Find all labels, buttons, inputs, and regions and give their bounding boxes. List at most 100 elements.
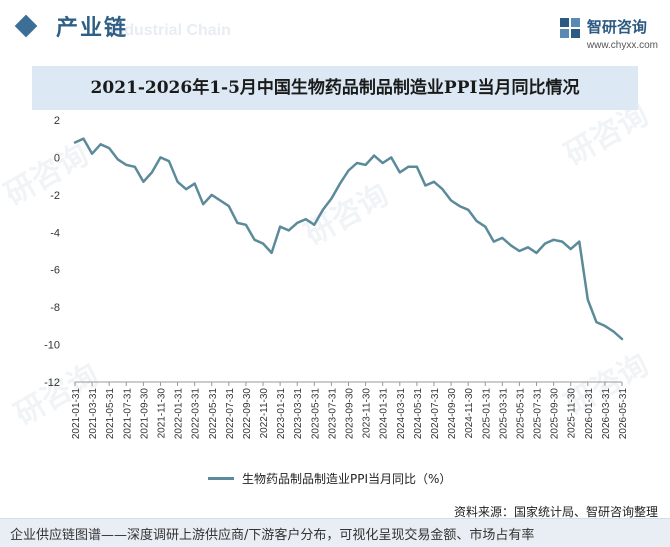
brand-logo-icon: [559, 18, 580, 38]
data-point: [621, 338, 623, 340]
x-tick-label: 2022-05-31: [208, 388, 219, 440]
data-point: [133, 165, 136, 168]
x-tick-label: 2024-01-31: [379, 388, 390, 440]
data-point: [321, 208, 324, 211]
x-tick-label: 2026-01-31: [584, 388, 595, 440]
x-tick-label: 2023-11-30: [362, 388, 373, 439]
y-tick-label: -10: [44, 340, 60, 352]
data-point: [415, 165, 418, 168]
data-point: [210, 193, 213, 196]
line-chart: 2 0 -2 -4 -6 -8 -10 -12 2021-01-31 2021-03-31 2021…: [44, 115, 629, 440]
data-point: [116, 158, 119, 161]
data-point: [304, 218, 307, 221]
data-point: [339, 182, 341, 185]
x-tick-label: 2024-03-31: [396, 388, 407, 440]
footer-text: 企业供应链图谱——深度调研上游供应商/下游客户分布，可视化呈现交易金额、市场占有…: [10, 528, 535, 543]
data-point: [450, 199, 452, 202]
x-tick-label: 2022-11-30: [259, 388, 270, 439]
x-tick-label: 2022-07-31: [225, 388, 236, 440]
data-point: [185, 188, 188, 191]
data-point: [82, 137, 85, 140]
legend-label: 生物药品制品制造业PPI当月同比（%）: [242, 471, 452, 486]
data-point: [458, 205, 461, 207]
x-tick-label: 2022-01-31: [174, 388, 185, 440]
x-tick-label: 2024-05-31: [413, 388, 424, 440]
data-point: [347, 169, 350, 172]
brand-name: 智研咨询: [586, 18, 647, 36]
x-tick-label: 2026-03-31: [601, 388, 612, 440]
x-tick-label: 2025-05-31: [515, 388, 526, 440]
data-point: [509, 244, 512, 247]
data-point: [407, 165, 410, 168]
x-tick-label: 2023-01-31: [276, 388, 287, 440]
data-point: [527, 246, 529, 249]
y-tick-label: 0: [54, 152, 60, 164]
y-tick-label: 2: [54, 115, 60, 127]
data-point: [586, 298, 589, 301]
x-tick-label: 2024-09-30: [447, 388, 458, 440]
section-subtitle: Industrial Chain: [110, 22, 231, 39]
data-point: [330, 197, 333, 200]
data-point: [578, 240, 581, 243]
diamond-icon: [14, 14, 38, 38]
y-tick-label: -12: [44, 377, 60, 389]
data-point: [390, 156, 393, 159]
data-point: [108, 147, 111, 149]
data-point: [245, 223, 247, 226]
x-tick-label: 2021-11-30: [156, 388, 167, 439]
data-point: [142, 180, 145, 183]
x-tick-label: 2025-01-31: [481, 388, 492, 440]
chart-title: 2021-2026年1-5月中国生物药品制品制造业PPI当月同比情况: [90, 78, 580, 98]
data-point: [253, 238, 256, 241]
data-point: [193, 182, 196, 185]
y-tick-label: -6: [50, 265, 60, 277]
x-tick-label: 2022-03-31: [191, 388, 202, 440]
data-point: [501, 237, 504, 239]
data-point: [535, 251, 538, 254]
data-point: [176, 180, 179, 183]
data-point: [262, 242, 264, 245]
chart-title-band: 2021-2026年1-5月中国生物药品制品制造业PPI当月同比情况: [32, 66, 638, 110]
legend-swatch: [208, 476, 234, 480]
data-point: [356, 162, 358, 164]
brand-logo: 智研咨询 www.chyxx.com: [559, 16, 658, 51]
footer-bar: 企业供应链图谱——深度调研上游供应商/下游客户分布，可视化呈现交易金额、市场占有…: [0, 518, 670, 547]
x-tick-label: 2025-07-31: [533, 388, 544, 440]
data-point: [202, 203, 205, 206]
data-point: [74, 141, 76, 144]
series-line: [73, 137, 624, 341]
data-point: [99, 143, 102, 146]
data-point: [484, 225, 487, 228]
x-tick-label: 2022-09-30: [242, 388, 253, 440]
y-tick-label: -2: [50, 190, 60, 202]
section-title: 产业链: [56, 16, 129, 41]
data-point: [492, 240, 495, 243]
data-point: [279, 225, 282, 228]
data-point: [236, 222, 239, 224]
data-point: [604, 324, 606, 327]
data-point: [125, 164, 128, 166]
data-point: [151, 171, 153, 174]
data-point: [544, 242, 546, 245]
data-point: [441, 188, 444, 191]
x-tick-label: 2025-03-31: [498, 388, 509, 440]
data-point: [159, 156, 162, 159]
data-point: [398, 171, 401, 174]
y-tick-label: -4: [50, 227, 60, 239]
x-tick-label: 2023-03-31: [293, 388, 304, 440]
data-point: [270, 251, 273, 254]
data-point: [475, 220, 478, 222]
data-point: [287, 229, 290, 232]
x-tick-label: 2023-07-31: [327, 388, 338, 440]
data-point: [424, 184, 427, 187]
data-point: [296, 222, 299, 224]
data-point: [91, 152, 93, 155]
data-point: [518, 250, 521, 252]
data-source-note: 资料来源：国家统计局、智研咨询整理: [453, 505, 658, 519]
data-point: [313, 223, 316, 226]
chart-legend: 生物药品制品制造业PPI当月同比（%）: [208, 468, 451, 488]
data-point: [612, 330, 615, 333]
brand-url[interactable]: www.chyxx.com: [586, 40, 658, 51]
section-header: Industrial Chain 产业链 智研咨询 www.chyxx.com: [0, 0, 670, 60]
data-point: [433, 180, 435, 183]
